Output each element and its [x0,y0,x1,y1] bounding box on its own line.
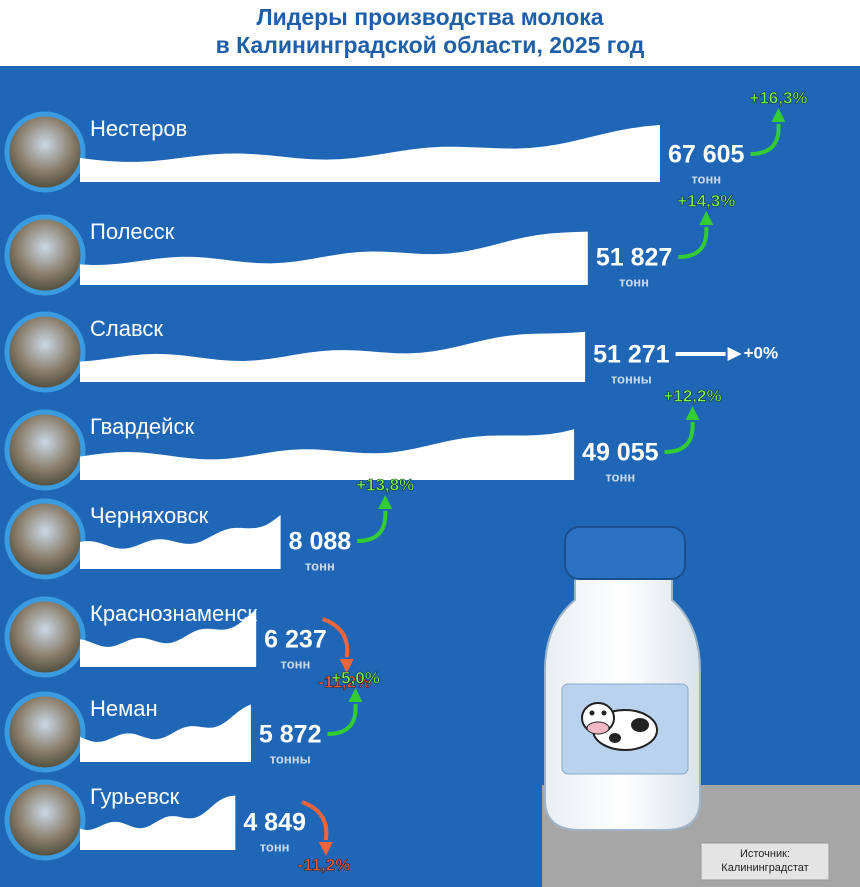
city-photo [4,596,86,678]
change-arrow [664,421,695,454]
category-label: Гвардейск [90,414,194,439]
bar [80,429,575,480]
value-label: 51 271 [593,341,670,369]
source: Калининградстат [721,862,808,874]
city-photo [4,498,86,580]
change-label: +16,3% [749,88,807,107]
change-label: +0% [744,343,779,362]
category-label: Полесск [90,219,175,244]
change-arrowhead [348,688,363,702]
city-photo [4,409,86,491]
bar [80,515,281,569]
value-label: 5 872 [259,721,322,749]
change-arrowhead [318,842,333,856]
change-label: -11,2% [318,672,371,691]
change-arrow [357,510,388,543]
bar [80,125,660,182]
unit-label: тонн [619,274,649,289]
change-arrow [321,617,350,658]
change-arrowhead [771,108,786,122]
unit-label: тонн [281,656,311,671]
change-label: -11,2% [297,855,350,874]
source-box [700,842,830,881]
change-arrow [750,123,781,156]
city-photo [4,779,86,861]
category-label: Славск [90,316,163,341]
change-arrowhead [727,347,742,361]
value-label: 4 849 [243,809,306,837]
milk-bottle [544,526,701,831]
unit-label: тонн [691,171,721,186]
change-label: +5,0% [331,668,380,687]
city-photo [4,691,86,773]
unit-label: тонн [605,469,635,484]
change-arrow [301,800,329,841]
change-label: +14,3% [677,191,735,210]
unit-label: тонны [270,751,311,766]
change-label: +12,2% [663,386,721,405]
category-label: Неман [90,696,158,721]
city-photo [4,311,86,393]
title-band [0,0,860,66]
bar [80,609,257,667]
change-arrow [327,703,358,736]
unit-label: тонны [611,371,652,386]
city-photo [4,111,86,193]
bar [80,231,588,285]
bar [80,331,586,382]
value-label: 49 055 [582,439,659,467]
value-label: 51 827 [596,244,672,272]
bar [80,704,251,762]
change-arrowhead [699,211,714,225]
change-arrowhead [378,495,393,509]
change-arrowhead [685,406,700,420]
change-arrow [678,226,709,259]
unit-label: тонн [305,558,335,573]
city-photo [4,214,86,296]
change-label: +13,8% [356,475,414,494]
value-label: 67 605 [668,141,745,169]
category-label: Краснознаменск [90,601,257,626]
category-label: Гурьевск [90,784,180,809]
value-label: 8 088 [289,528,352,556]
value-label: 6 237 [264,626,327,654]
chart-title: в Калининградской области, 2025 год [216,32,645,58]
category-label: Нестеров [90,116,187,141]
chart-title: Лидеры производства молока [256,4,603,30]
unit-label: тонн [260,839,290,854]
category-label: Черняховск [90,503,209,528]
bar [80,795,236,850]
source: Источник: [740,848,790,860]
change-arrowhead [339,659,354,673]
